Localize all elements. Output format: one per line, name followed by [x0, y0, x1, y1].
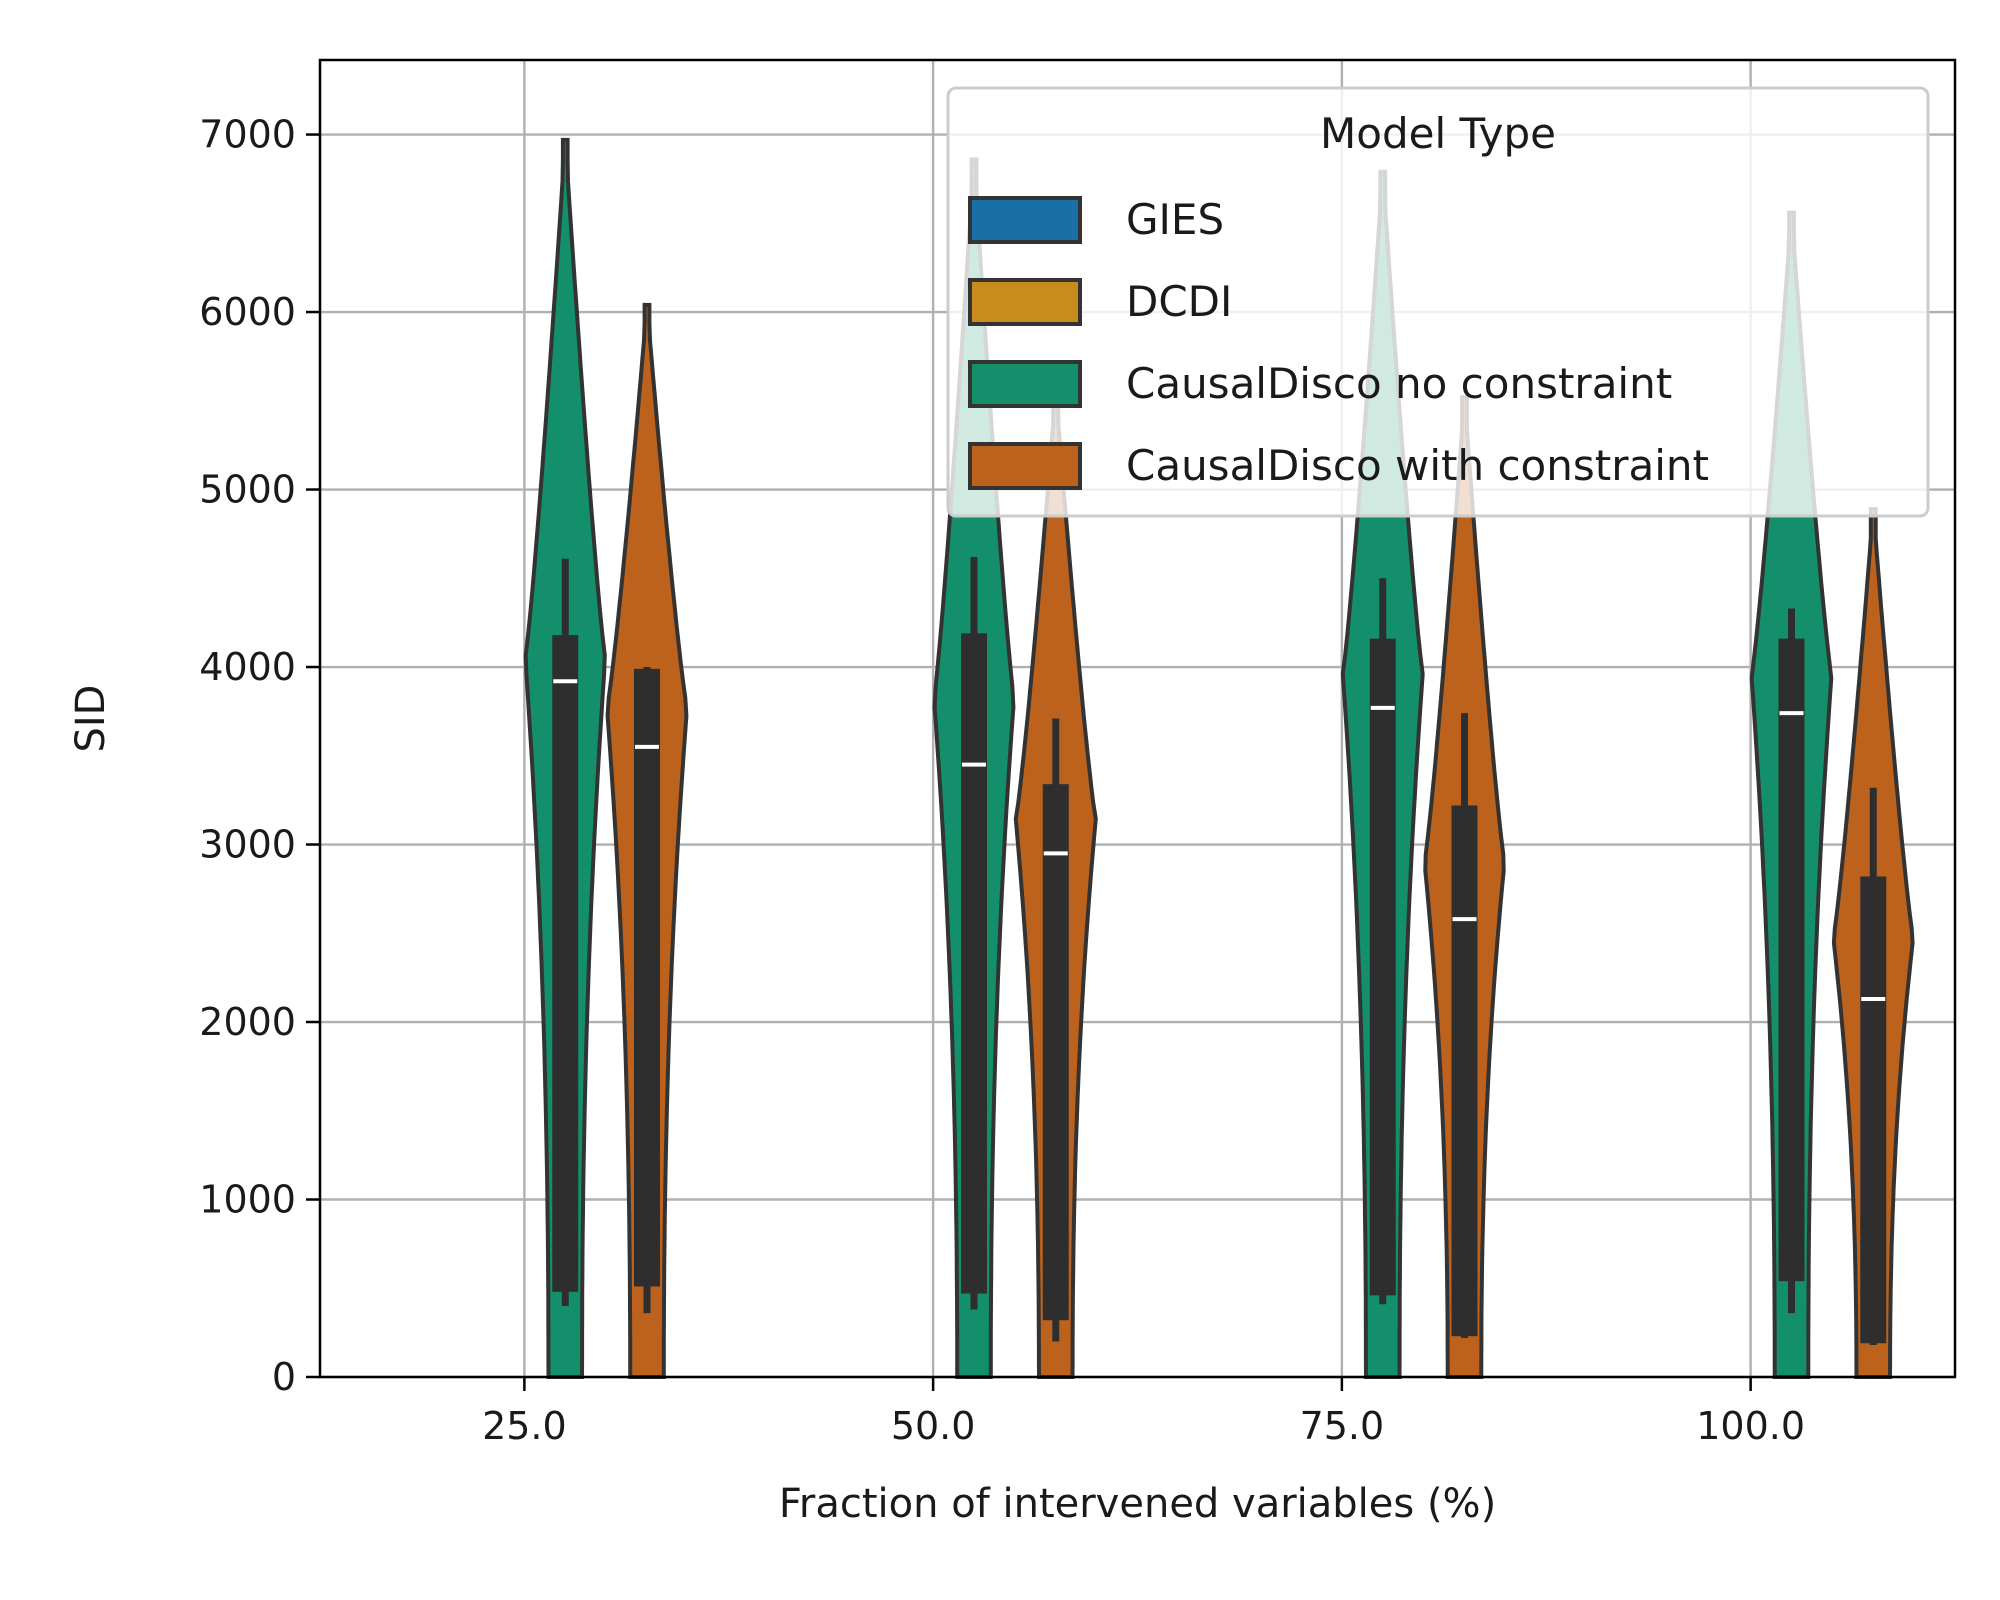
- violin-box: [961, 633, 987, 1294]
- x-tick-label: 75.0: [1300, 1404, 1385, 1448]
- y-tick-label: 1000: [199, 1178, 296, 1222]
- axes: 0 1000 2000 3000 4000 5000 6000 7000 25.0 50.0 75.…: [68, 58, 1957, 1527]
- violin-box: [1369, 638, 1396, 1296]
- x-tick-label: 25.0: [482, 1404, 567, 1448]
- legend-box: [946, 86, 1930, 518]
- violin-causaldisco-with-constraint: [1831, 507, 1915, 1379]
- x-tick-label: 50.0: [891, 1404, 976, 1448]
- violin-box: [1451, 805, 1478, 1337]
- violin-causaldisco-with-constraint: [1423, 395, 1506, 1379]
- y-tick-label: 4000: [199, 645, 296, 689]
- x-axis-title: Fraction of intervened variables (%): [779, 1481, 1496, 1527]
- legend-swatch: [968, 360, 1082, 408]
- legend-swatch: [968, 196, 1082, 244]
- y-axis-title: SID: [68, 685, 114, 753]
- legend-entry-label: CausalDisco with constraint: [1126, 441, 1709, 490]
- x-tick-label: 100.0: [1696, 1404, 1805, 1448]
- y-tick-label: 6000: [199, 290, 296, 334]
- violin-causaldisco-with-constraint: [605, 302, 689, 1379]
- violin-box: [1860, 876, 1887, 1344]
- legend-title: Model Type: [1320, 109, 1556, 158]
- legend-swatch: [968, 442, 1082, 490]
- y-tick-label: 2000: [199, 1000, 296, 1044]
- y-tick-label: 5000: [199, 468, 296, 512]
- violin-box: [634, 668, 660, 1287]
- violin-box: [552, 635, 579, 1292]
- violin-box: [1042, 784, 1069, 1321]
- legend-entry-label: GIES: [1126, 195, 1224, 244]
- y-tick-label: 7000: [199, 113, 296, 157]
- violin-causaldisco-no-constraint: [523, 137, 607, 1379]
- violin-causaldisco-with-constraint: [1013, 389, 1098, 1379]
- y-tick-label: 3000: [199, 823, 296, 867]
- legend: Model Type GIES DCDI CausalDisco no constra…: [946, 86, 1930, 518]
- legend-swatch: [968, 278, 1082, 326]
- violin-box: [1778, 638, 1805, 1282]
- violins: [523, 137, 1915, 1379]
- plot-frame: [318, 58, 1957, 1379]
- legend-entry-label: CausalDisco no constraint: [1126, 359, 1672, 408]
- legend-entry-label: DCDI: [1126, 277, 1232, 326]
- y-tick-label: 0: [272, 1355, 296, 1399]
